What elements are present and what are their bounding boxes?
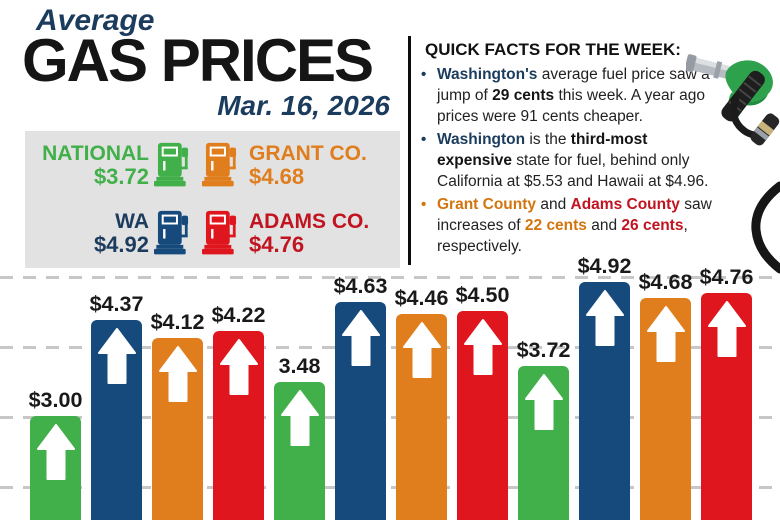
fact-text-segment: Washington — [437, 131, 526, 148]
price-legend-box: NATIONAL $3.72 GRANT CO. $4.68 WA $4.92 … — [25, 131, 400, 268]
legend-label: WA — [115, 209, 149, 233]
legend-text: WA $4.92 — [27, 211, 149, 256]
bar-value-label: $4.46 — [394, 285, 449, 310]
up-arrow-icon — [97, 328, 136, 385]
facts-divider — [408, 36, 411, 265]
up-arrow-icon — [341, 309, 380, 366]
legend-label: GRANT CO. — [249, 141, 367, 165]
legend-text: NATIONAL $3.72 — [27, 143, 149, 188]
up-arrow-icon — [280, 390, 319, 447]
chart-bar — [701, 292, 752, 520]
legend-row: WA $4.92 ADAMS CO. $4.76 — [27, 207, 398, 259]
legend-value: $3.72 — [93, 163, 149, 189]
chart-bar — [579, 281, 630, 520]
bar-value-label: $4.12 — [150, 309, 205, 334]
up-arrow-icon — [524, 373, 563, 430]
fact-text-segment: Grant County — [437, 196, 537, 213]
fact-bullet: • Washington is the third-most expensive … — [421, 129, 737, 192]
chart-bar — [30, 416, 81, 520]
bar-value-label: $3.00 — [28, 388, 83, 412]
legend-row: NATIONAL $3.72 GRANT CO. $4.68 — [27, 139, 398, 191]
legend-text: ADAMS CO. $4.76 — [249, 211, 369, 256]
fact-text-segment: third-most expensive — [437, 131, 648, 169]
nozzle-spout — [686, 54, 738, 81]
legend-item-adams: ADAMS CO. $4.76 — [197, 207, 369, 259]
up-arrow-icon — [646, 306, 685, 363]
bullet-dot-icon: • — [421, 66, 427, 83]
fuel-nozzle-icon — [686, 54, 780, 146]
fact-text-segment: 29 cents — [492, 87, 555, 104]
bar-value-label: $4.68 — [638, 270, 693, 295]
legend-label: NATIONAL — [42, 141, 149, 165]
bar-value-label: $4.63 — [333, 273, 388, 298]
chart-bar — [152, 337, 203, 520]
chart-bar — [640, 298, 691, 520]
fact-text: Washington's average fuel price saw a ju… — [437, 64, 737, 127]
fact-bullet: • Grant County and Adams County saw incre… — [421, 194, 737, 257]
fact-text-segment: , respectively. — [437, 217, 688, 255]
gas-pump-icon — [202, 207, 240, 259]
fact-text-segment: saw increases of — [437, 196, 712, 234]
kicker-text: Average — [36, 4, 155, 37]
fact-text-segment: Washington's — [437, 66, 538, 83]
fact-text-segment: this week. A year ago prices were 91 cen… — [437, 87, 705, 125]
fact-bullet: • Washington's average fuel price saw a j… — [421, 64, 737, 127]
up-arrow-icon — [402, 321, 441, 378]
fact-text-segment: average fuel price saw a jump of — [437, 66, 710, 104]
date-text: Mar. 16, 2026 — [217, 90, 390, 121]
bar-value-label: 3.48 — [278, 354, 321, 379]
fact-text: Washington is the third-most expensive s… — [437, 129, 737, 192]
chart-bar — [91, 320, 142, 520]
legend-value: $4.76 — [249, 231, 305, 257]
legend-item-wa: WA $4.92 — [27, 207, 197, 259]
chart-bar — [335, 301, 386, 520]
up-arrow-icon — [463, 319, 502, 375]
legend-item-national: NATIONAL $3.72 — [27, 139, 197, 191]
page-title: GAS PRICES — [22, 27, 374, 94]
fact-text-segment: 26 cents — [621, 217, 684, 234]
bar-value-label: $4.37 — [89, 292, 144, 317]
quick-facts-list: • Washington's average fuel price saw a j… — [421, 64, 737, 259]
legend-label: ADAMS CO. — [249, 209, 370, 233]
chart-bar — [457, 311, 508, 520]
bullet-dot-icon: • — [421, 196, 427, 213]
legend-value: $4.92 — [93, 231, 149, 257]
bar-value-label: $3.72 — [516, 337, 571, 362]
quick-facts-heading: QUICK FACTS FOR THE WEEK: — [425, 40, 681, 59]
up-arrow-icon — [158, 345, 197, 402]
bar-value-label: $4.22 — [211, 302, 266, 327]
bullet-dot-icon: • — [421, 131, 427, 148]
gas-pump-icon — [154, 207, 192, 259]
up-arrow-icon — [36, 424, 75, 480]
chart-bar — [213, 330, 264, 520]
legend-text: GRANT CO. $4.68 — [249, 143, 367, 188]
gridline — [0, 276, 780, 279]
bar-value-label: $4.50 — [455, 283, 510, 307]
fact-text-segment: and — [536, 196, 571, 213]
up-arrow-icon — [219, 338, 258, 395]
fact-text-segment: state for fuel, behind only California a… — [437, 152, 709, 190]
up-arrow-icon — [707, 300, 746, 357]
fact-text: Grant County and Adams County saw increa… — [437, 194, 737, 257]
fact-text-segment: 22 cents — [524, 217, 587, 234]
legend-item-grant: GRANT CO. $4.68 — [197, 139, 367, 191]
gas-prices-infographic: { "header": { "kicker": "Average", "titl… — [0, 4, 780, 520]
fact-text-segment: and — [586, 217, 622, 234]
gas-pump-icon — [154, 139, 192, 191]
chart-bar — [396, 313, 447, 520]
chart-bar — [274, 382, 325, 520]
fact-text-segment: Adams County — [570, 196, 680, 213]
gridline — [0, 346, 780, 349]
hose-icon — [751, 181, 780, 274]
chart-bar — [518, 365, 569, 520]
fact-text-segment: is the — [525, 131, 571, 148]
up-arrow-icon — [585, 289, 624, 346]
legend-value: $4.68 — [249, 163, 305, 189]
gridline — [0, 486, 780, 489]
gas-pump-icon — [202, 139, 240, 191]
gridline — [0, 416, 780, 419]
